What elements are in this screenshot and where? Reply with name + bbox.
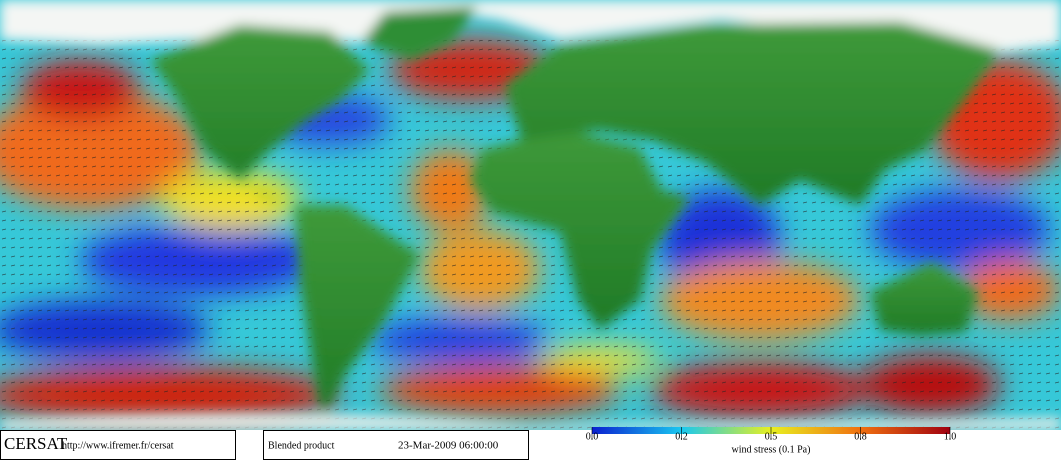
timestamp: 23-Mar-2009 06:00:00 [398, 440, 499, 452]
footer: CERSAT http://www.ifremer.fr/cersat Blen… [0, 427, 1061, 462]
logo: CERSAT [4, 434, 68, 453]
product: Blended product [268, 440, 335, 451]
product-box [263, 430, 529, 460]
colorbar-label: wind stress (0.1 Pa) [732, 444, 811, 455]
land [0, 0, 1061, 430]
logo-box [0, 430, 236, 460]
colorbar-tick-label: 0.0 [586, 431, 599, 442]
colorbar-tick-label: 0.5 [765, 431, 778, 442]
colorbar-tick-label: 1.0 [944, 431, 957, 442]
colorbar-tick-label: 0.2 [675, 431, 688, 442]
colorbar-tick-label: 0.8 [854, 431, 867, 442]
url: http://www.ifremer.fr/cersat [62, 440, 174, 451]
